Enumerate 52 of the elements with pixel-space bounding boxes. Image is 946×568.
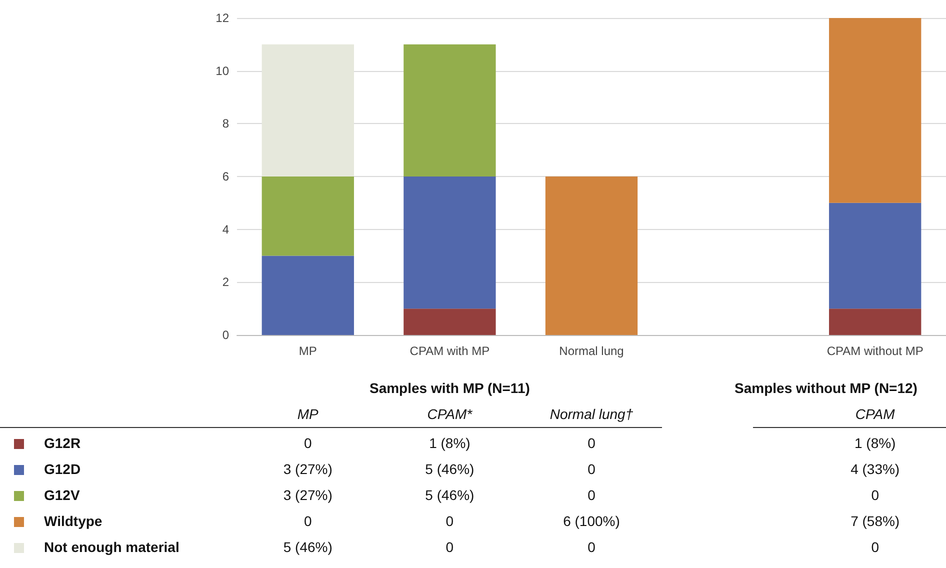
bar xyxy=(262,256,354,335)
y-tick-label: 4 xyxy=(222,222,230,236)
bar xyxy=(404,308,496,335)
legend-label: Not enough material xyxy=(44,539,180,555)
x-tick-label: Normal lung xyxy=(559,344,624,358)
data-label: 7 (58%) xyxy=(850,513,900,529)
data-label: 6 (100%) xyxy=(563,513,620,529)
data-label: 0 xyxy=(446,513,454,529)
text: Samples without MP (N=12) xyxy=(734,380,918,396)
legend-label: G12R xyxy=(44,435,81,451)
y-tick-label: 12 xyxy=(216,11,230,25)
data-label: 5 (46%) xyxy=(283,539,332,555)
data-label: 0 xyxy=(588,461,596,477)
y-tick-label: 2 xyxy=(222,275,230,290)
legend-label: G12V xyxy=(44,487,80,503)
text: CPAM xyxy=(855,406,895,422)
x-tick-label: CPAM without MP xyxy=(826,344,924,358)
data-label: 3 (27%) xyxy=(283,487,332,503)
legend-label: G12D xyxy=(44,461,81,477)
bar xyxy=(545,176,638,335)
bar xyxy=(829,202,922,309)
text: Samples with MP (N=11) xyxy=(369,380,530,396)
y-tick-label: 10 xyxy=(216,64,230,78)
data-label: 0 xyxy=(588,539,596,555)
text: Normal lung† xyxy=(550,406,634,422)
bar xyxy=(404,176,496,309)
x-tick-label: MP xyxy=(298,344,317,358)
data-label: 5 (46%) xyxy=(425,461,474,477)
bar xyxy=(262,176,354,256)
data-label: 0 xyxy=(871,539,879,555)
data-label: 0 xyxy=(588,487,596,503)
text: CPAM* xyxy=(427,406,472,422)
data-label: 5 (46%) xyxy=(425,487,474,503)
y-tick-label: 8 xyxy=(222,116,230,131)
data-label: 0 xyxy=(446,539,454,555)
data-label: 4 (33%) xyxy=(850,461,900,477)
bar xyxy=(262,44,354,176)
text: MP xyxy=(297,406,318,422)
y-tick-label: 0 xyxy=(222,328,230,342)
data-label: 0 xyxy=(871,487,879,503)
x-tick-label: CPAM with MP xyxy=(410,344,490,358)
data-label: 1 (8%) xyxy=(854,435,896,451)
bar xyxy=(829,18,922,203)
data-label: 3 (27%) xyxy=(283,461,332,477)
data-label: 1 (8%) xyxy=(429,435,470,451)
data-label: 0 xyxy=(304,435,312,451)
bar xyxy=(404,44,496,176)
data-label: 0 xyxy=(588,435,596,451)
legend-label: Wildtype xyxy=(44,513,102,529)
data-label: 0 xyxy=(304,513,312,529)
bar xyxy=(829,308,922,335)
y-tick-label: 6 xyxy=(222,170,230,184)
